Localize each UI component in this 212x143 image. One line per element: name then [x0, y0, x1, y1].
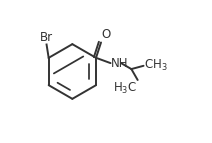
Text: H$_3$C: H$_3$C: [113, 81, 137, 97]
Text: Br: Br: [40, 31, 53, 44]
Text: CH$_3$: CH$_3$: [144, 58, 168, 73]
Text: NH: NH: [111, 57, 128, 70]
Text: O: O: [102, 28, 111, 41]
